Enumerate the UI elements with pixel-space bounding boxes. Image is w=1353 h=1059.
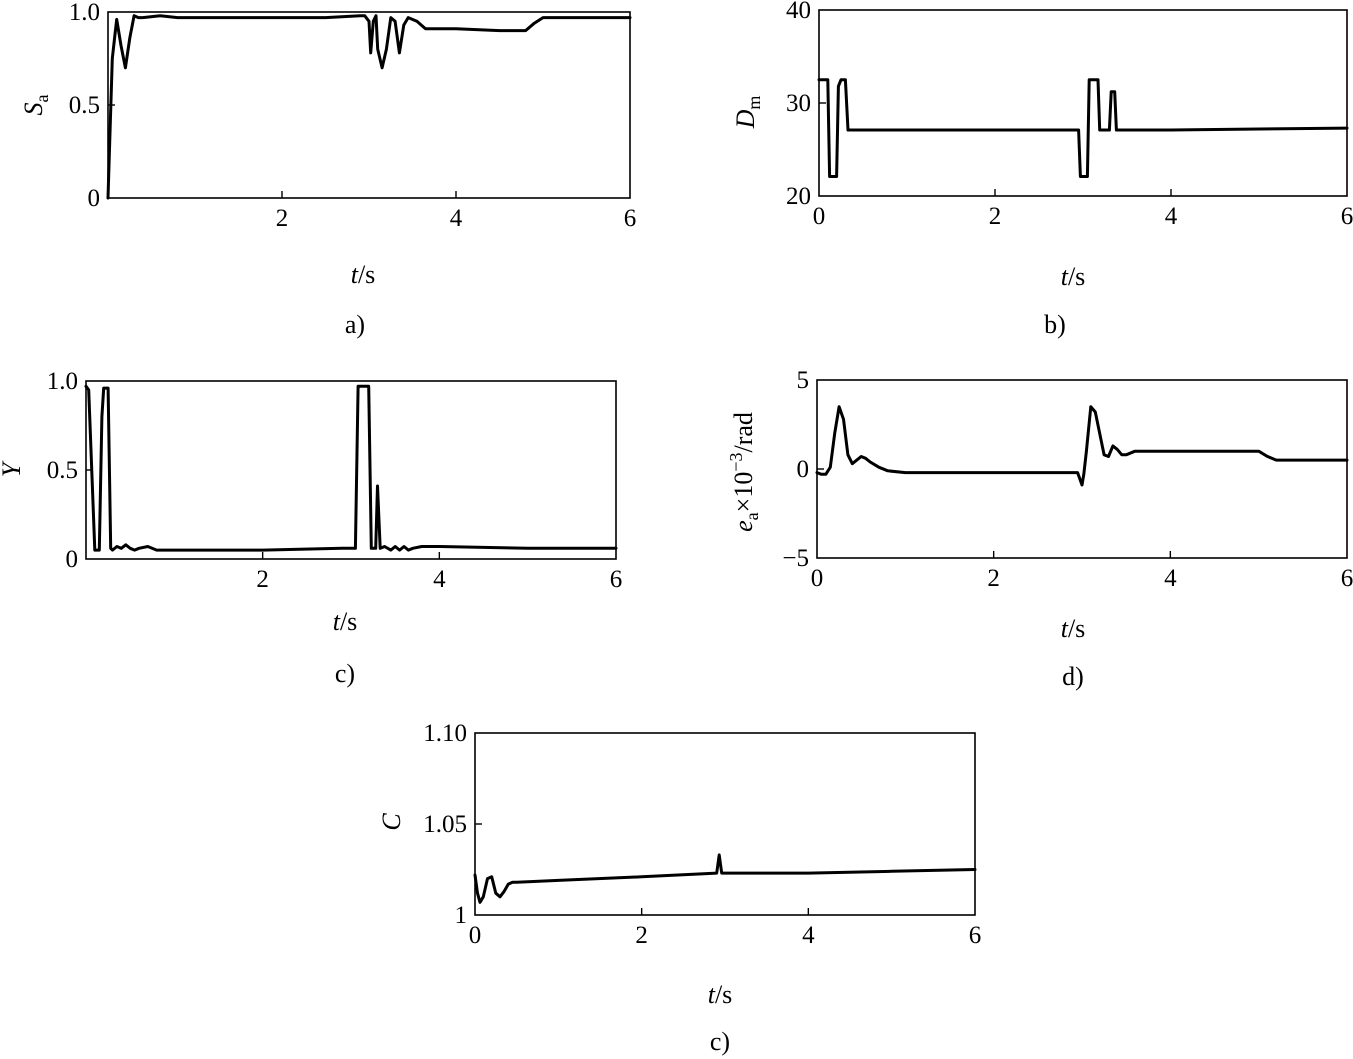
x-tick-label: 4 [433,566,446,593]
y-tick-label: 0.5 [47,457,78,484]
y-tick-label: 30 [786,90,811,117]
x-tick-label: 6 [610,566,623,593]
x-tick-label: 4 [450,205,463,232]
y-axis-label: Sa [19,95,52,116]
plot-frame [818,9,1348,197]
x-axis-label: t/s [1061,614,1086,643]
chart-panel-c: 2 4 6 0 0.5 1.0 Y t/s c) [0,368,622,688]
y-tick-label: 1.0 [69,0,100,26]
x-tick-label: 2 [256,566,269,593]
y-axis-label: Y [0,460,26,477]
chart-panel-b: 0 2 4 6 20 30 40 Dm t/s b) [731,0,1353,339]
y-tick-label: 1 [455,902,468,929]
series-line [473,853,977,904]
x-axis-label: t/s [333,607,358,636]
plot-frame [474,732,976,916]
x-tick-label: 6 [969,922,982,949]
x-axis-label: t/s [708,980,733,1009]
series-line [106,14,632,200]
series-line [817,78,1349,178]
chart-panel-e: 0 2 4 6 1 1.05 1.10 C t/s c) [377,720,981,1056]
y-tick-label: 0 [88,185,101,212]
series-line [815,405,1349,487]
y-tick-label: 0 [797,456,810,483]
panel-caption: c) [710,1027,730,1056]
x-tick-label: 2 [276,205,289,232]
x-tick-label: 6 [1341,203,1353,230]
chart-panel-a: 2 4 6 0 0.5 1.0 Sa t/s a) [19,0,636,339]
panel-caption: b) [1044,310,1066,339]
y-axis-label: ea×10−3/rad [726,412,762,532]
y-tick-label: 40 [786,0,811,24]
y-tick-label: 1.0 [47,368,78,395]
x-tick-label: 2 [635,922,648,949]
panel-caption: a) [345,310,365,339]
plot-frame [85,380,617,560]
y-axis-label: Dm [731,96,764,130]
y-tick-label: 0 [66,546,79,573]
x-axis-label: t/s [351,260,376,289]
y-tick-label: 5 [797,367,810,394]
series-line [84,384,618,552]
y-tick-label: 20 [786,183,811,210]
x-tick-label: 6 [624,205,637,232]
x-tick-label: 6 [1341,565,1353,592]
x-tick-label: 2 [987,565,1000,592]
y-tick-label: 1.10 [423,720,467,747]
x-tick-label: 4 [1164,565,1177,592]
x-tick-label: 4 [802,922,815,949]
y-axis-label: C [377,813,406,831]
x-tick-label: 0 [811,565,824,592]
x-tick-label: 0 [813,203,826,230]
x-tick-label: 2 [989,203,1002,230]
x-axis-label: t/s [1061,262,1086,291]
panel-caption: c) [335,659,355,688]
panel-caption: d) [1062,662,1084,691]
plot-frame [816,379,1348,559]
x-tick-label: 4 [1165,203,1178,230]
x-tick-label: 0 [469,922,482,949]
y-tick-label: 0.5 [69,92,100,119]
chart-panel-d: 0 2 4 6−505 ea×10−3/rad t/s d) [726,367,1353,691]
y-tick-label: −5 [782,545,809,572]
y-tick-label: 1.05 [423,811,467,838]
